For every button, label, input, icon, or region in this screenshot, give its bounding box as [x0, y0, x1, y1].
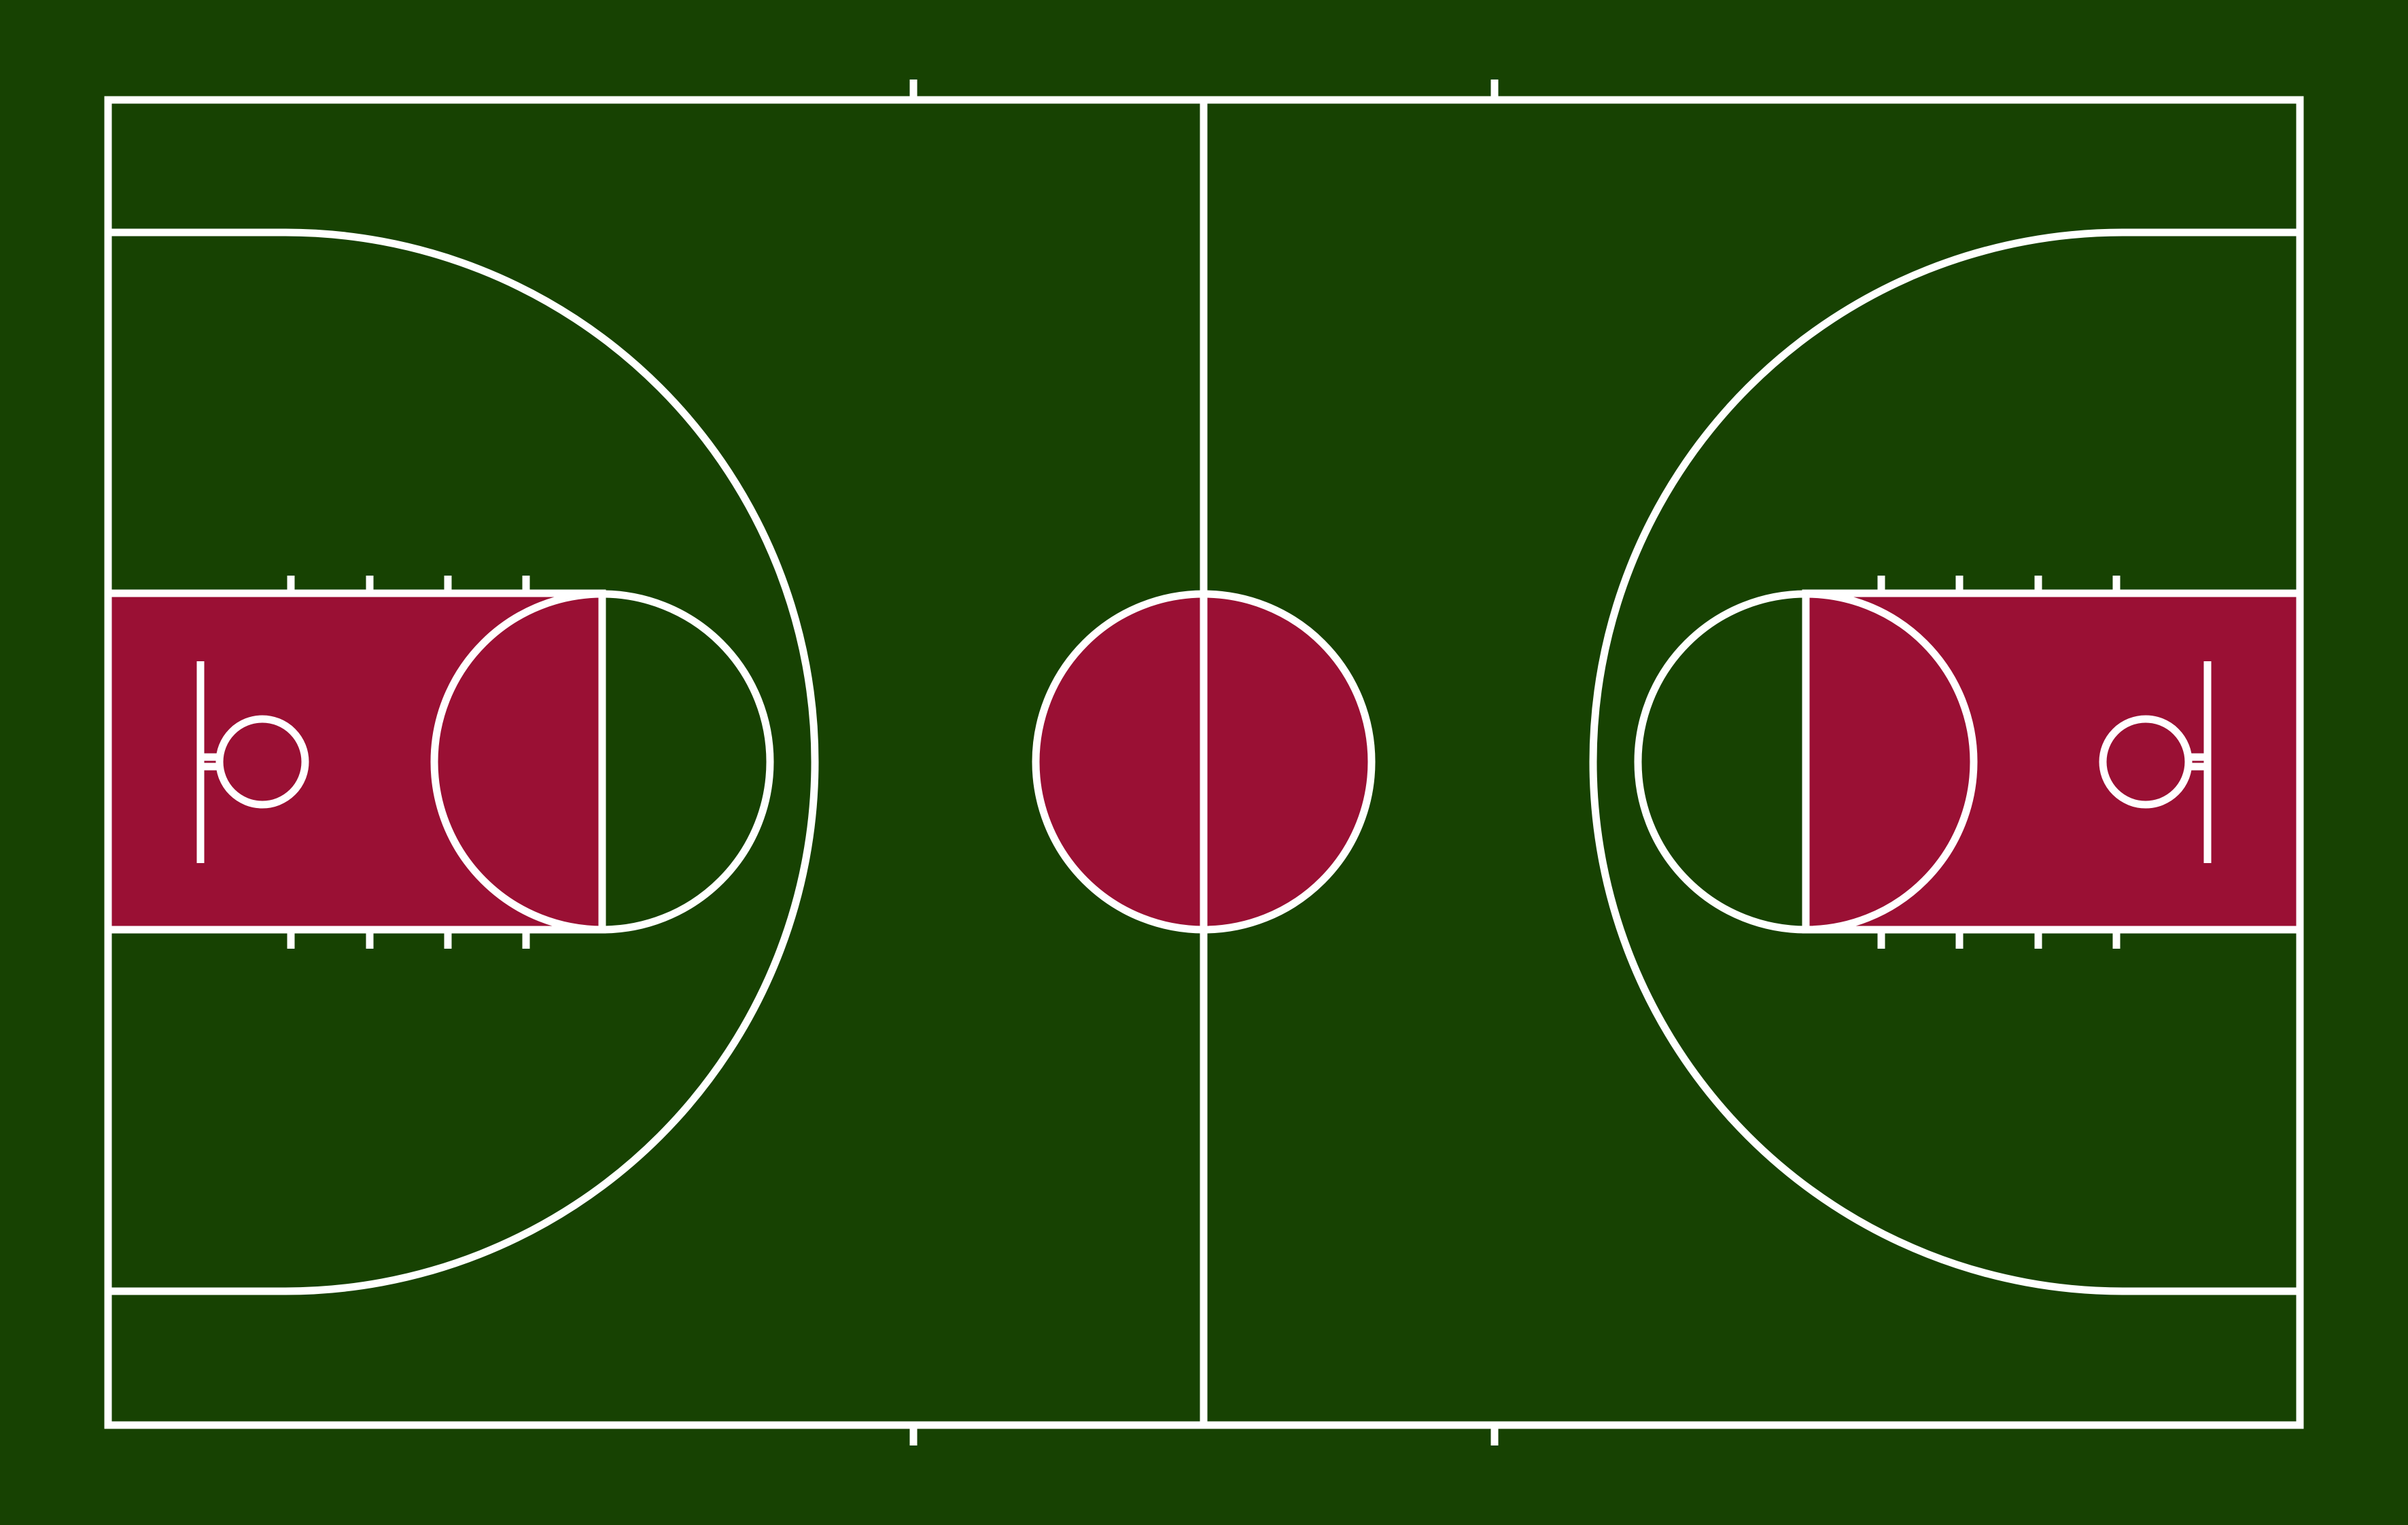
left-key-outline: [108, 589, 606, 934]
right-free-throw-circle: [1634, 590, 1978, 934]
right-key-paint: [1808, 593, 2300, 930]
right-lane-hash-marks: [1877, 576, 2121, 949]
left-lane-hash-marks: [287, 576, 530, 949]
left-key-paint: [108, 593, 600, 930]
center-circle: [1032, 590, 1376, 934]
right-key-outline: [1802, 589, 2300, 934]
right-hoop: [2099, 715, 2193, 809]
right-three-point-line: [1589, 228, 2300, 1295]
right-free-throw-circle-outer-half: [1637, 593, 1806, 930]
left-free-throw-circle: [430, 590, 774, 934]
left-three-point-line: [108, 228, 819, 1295]
left-hoop: [215, 715, 309, 809]
left-free-throw-circle-outer-half: [602, 593, 771, 930]
sideline-marks: [909, 80, 1499, 1445]
